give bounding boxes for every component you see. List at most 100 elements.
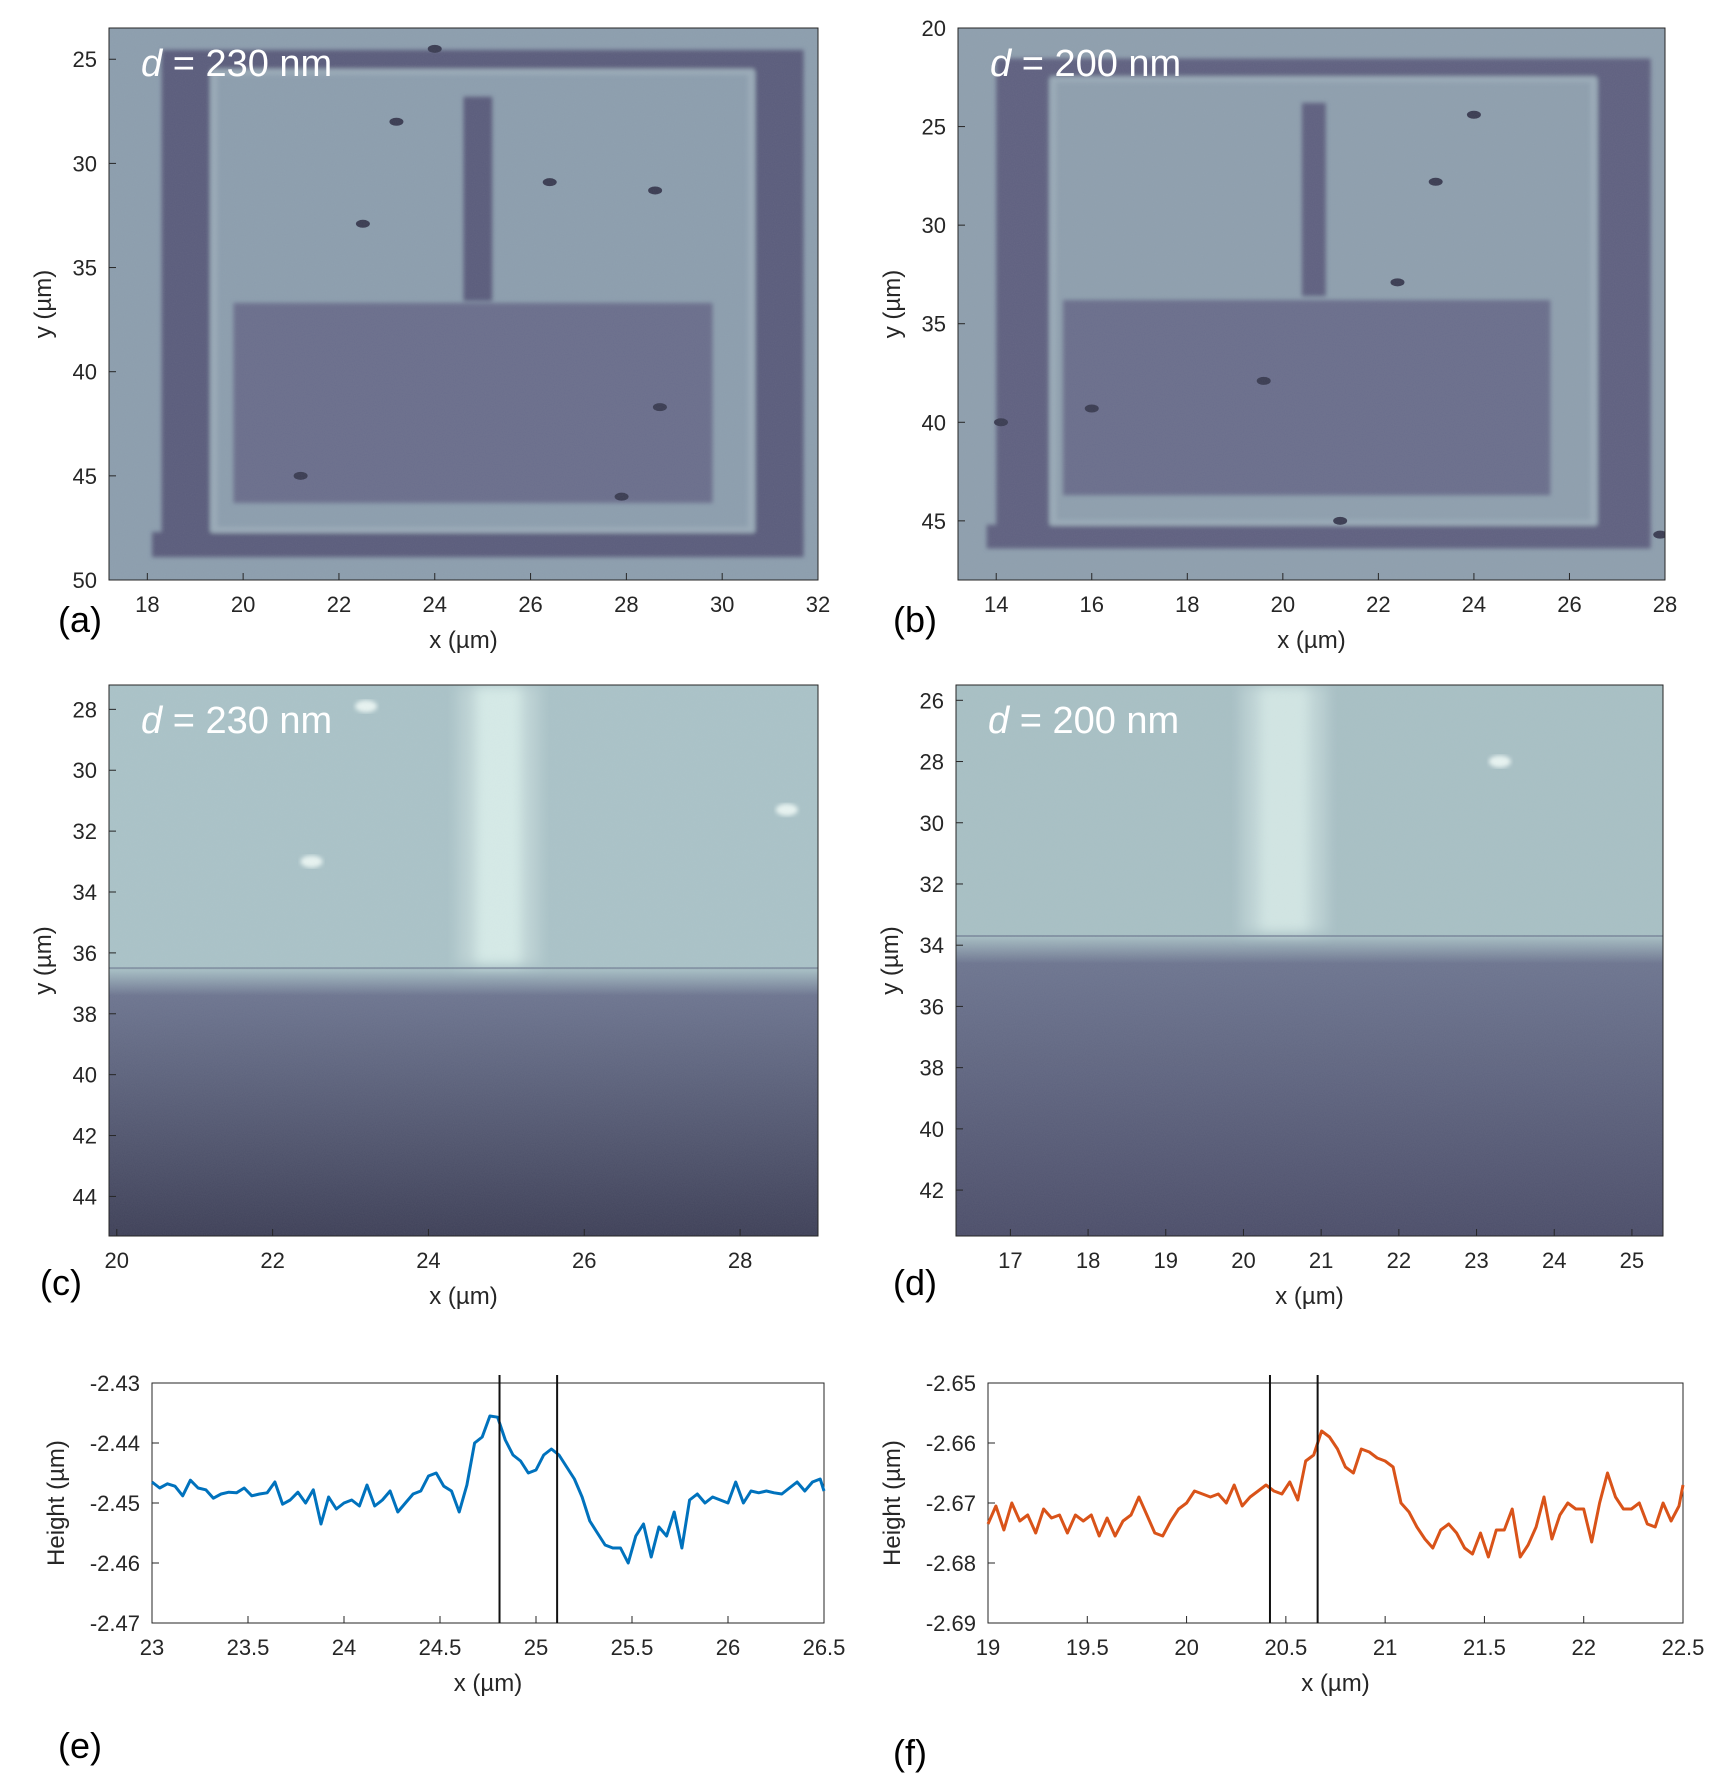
panel-label: (a)	[58, 599, 102, 640]
x-tick-label: 28	[728, 1248, 752, 1273]
image-border	[108, 27, 819, 581]
panel-b: d = 200 nm 14 16 18 20 22 24 26 28 20 25 30 35 40 45 x …	[879, 16, 1677, 654]
x-tick-label: 23	[1464, 1248, 1488, 1273]
y-tick-label: 20	[922, 16, 946, 41]
x-tick-label: 24	[1462, 592, 1486, 617]
image-noise	[958, 28, 1665, 580]
x-axis-label: x (µm)	[1277, 627, 1345, 654]
y-tick-label: 28	[920, 750, 944, 775]
y-tick-label: 38	[73, 1002, 97, 1027]
x-tick-label: 24	[332, 1635, 356, 1660]
y-axis-label: y (µm)	[877, 926, 904, 994]
x-tick-label: 32	[806, 592, 830, 617]
x-tick-label: 21	[1373, 1635, 1397, 1660]
x-tick-label: 18	[1175, 592, 1199, 617]
thickness-value: = 200 nm	[1011, 43, 1181, 85]
thickness-variable: d	[990, 43, 1013, 85]
x-axis-label: x (µm)	[1275, 1283, 1343, 1310]
y-tick-label: -2.68	[926, 1551, 976, 1576]
y-tick-label: -2.44	[90, 1431, 140, 1456]
x-tick-label: 23	[140, 1635, 164, 1660]
x-tick-label: 19.5	[1066, 1635, 1109, 1660]
x-tick-label: 28	[614, 592, 638, 617]
x-tick-label: 22	[260, 1248, 284, 1273]
y-tick-label: -2.65	[926, 1371, 976, 1396]
thickness-annotation: d = 230 nm	[141, 43, 332, 85]
y-tick-label: 34	[73, 880, 97, 905]
image-border	[957, 27, 1666, 581]
image-border	[108, 684, 819, 1237]
x-tick-label: 22.5	[1662, 1635, 1705, 1660]
y-tick-label: 32	[920, 872, 944, 897]
y-tick-label: 36	[920, 994, 944, 1019]
thickness-value: = 230 nm	[162, 43, 332, 85]
panel-a: d = 230 nm 18 20 22 24 26 28 30 32 25 30 35 40 45 50 x …	[30, 27, 830, 654]
thickness-value: = 200 nm	[1009, 700, 1179, 742]
x-tick-label: 24.5	[419, 1635, 462, 1660]
y-tick-label: 30	[922, 213, 946, 238]
y-tick-label: 25	[73, 47, 97, 72]
x-axis-label: x (µm)	[429, 1283, 497, 1310]
y-axis-label: Height (µm)	[43, 1440, 70, 1566]
image-area	[956, 685, 1663, 1236]
y-axis-label: y (µm)	[879, 270, 906, 338]
panel-label: (e)	[58, 1725, 102, 1766]
y-tick-label: 26	[920, 688, 944, 713]
x-tick-label: 20	[1174, 1635, 1198, 1660]
y-tick-label: 35	[922, 312, 946, 337]
y-tick-label: 28	[73, 697, 97, 722]
x-tick-label: 28	[1653, 592, 1677, 617]
y-tick-label: 40	[922, 410, 946, 435]
panel-label: (c)	[40, 1262, 82, 1303]
y-tick-label: 42	[920, 1178, 944, 1203]
x-tick-label: 26	[716, 1635, 740, 1660]
x-tick-label: 26	[518, 592, 542, 617]
thickness-annotation: d = 230 nm	[141, 700, 332, 742]
x-tick-label: 25	[524, 1635, 548, 1660]
y-tick-label: 45	[73, 464, 97, 489]
image-area	[109, 685, 818, 1236]
image-noise	[109, 685, 818, 1236]
x-tick-label: 22	[1571, 1635, 1595, 1660]
y-tick-label: 36	[73, 941, 97, 966]
x-tick-label: 24	[423, 592, 447, 617]
y-tick-label: 30	[73, 151, 97, 176]
thickness-variable: d	[988, 700, 1011, 742]
x-tick-label: 26	[1557, 592, 1581, 617]
thickness-annotation: d = 200 nm	[990, 43, 1181, 85]
panel-e: 23 23.5 24 24.5 25 25.5 26 26.5 -2.47 -2.46 -2.45 -…	[43, 1371, 845, 1766]
x-axis-label: x (µm)	[454, 1670, 522, 1697]
y-tick-label: -2.45	[90, 1491, 140, 1516]
y-axis-label: y (µm)	[30, 270, 57, 338]
x-tick-label: 26.5	[803, 1635, 846, 1660]
x-axis-label: x (µm)	[429, 627, 497, 654]
x-tick-label: 22	[1366, 592, 1390, 617]
image-border	[955, 684, 1664, 1237]
x-tick-label: 30	[710, 592, 734, 617]
thickness-value: = 230 nm	[162, 700, 332, 742]
x-tick-label: 24	[1542, 1248, 1566, 1273]
x-tick-label: 21	[1309, 1248, 1333, 1273]
x-tick-label: 18	[135, 592, 159, 617]
x-tick-label: 21.5	[1463, 1635, 1506, 1660]
y-axis-label: Height (µm)	[879, 1440, 906, 1566]
y-axis-label: y (µm)	[30, 926, 57, 994]
x-tick-label: 22	[1387, 1248, 1411, 1273]
panel-label: (d)	[893, 1262, 937, 1303]
image-noise	[109, 28, 818, 580]
panel-d: d = 200 nm 17 18 19 20 21 22 23 24 25 26 28 30 32 34 36…	[877, 684, 1664, 1310]
y-tick-label: 30	[73, 758, 97, 783]
x-tick-label: 23.5	[227, 1635, 270, 1660]
panel-label: (f)	[893, 1732, 927, 1773]
x-tick-label: 18	[1076, 1248, 1100, 1273]
y-tick-label: 25	[922, 115, 946, 140]
x-tick-label: 20	[105, 1248, 129, 1273]
panel-label: (b)	[893, 599, 937, 640]
x-tick-label: 19	[1154, 1248, 1178, 1273]
x-tick-label: 19	[976, 1635, 1000, 1660]
y-tick-label: 45	[922, 509, 946, 534]
y-tick-label: -2.67	[926, 1491, 976, 1516]
x-tick-label: 17	[998, 1248, 1022, 1273]
y-tick-label: 38	[920, 1056, 944, 1081]
